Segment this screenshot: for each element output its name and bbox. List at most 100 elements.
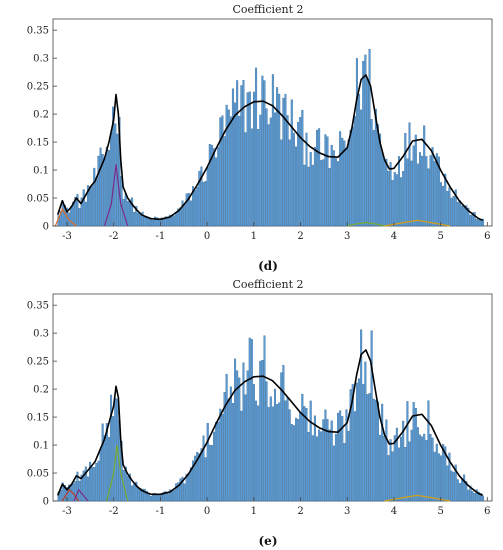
histogram-bar bbox=[76, 193, 79, 227]
histogram-bar bbox=[376, 124, 379, 227]
histogram-bar bbox=[99, 147, 102, 227]
histogram-bar bbox=[320, 160, 323, 227]
histogram-bar bbox=[358, 378, 361, 502]
histogram-bar bbox=[395, 174, 398, 227]
histogram-bar bbox=[59, 210, 62, 227]
histogram-bar bbox=[93, 466, 96, 502]
histogram-bar bbox=[141, 488, 144, 502]
histogram-bar bbox=[105, 146, 108, 227]
histogram-bar bbox=[97, 155, 100, 227]
histogram-bar bbox=[271, 406, 274, 502]
histogram-bar bbox=[440, 182, 443, 227]
histogram-bar bbox=[168, 489, 171, 502]
histogram-bar bbox=[471, 212, 474, 227]
histogram-bar bbox=[112, 416, 115, 502]
chart-panel-e: Coefficient 2 (e) -3 -2 -1 0 1 2 3 4 5 6 0 0.05 0.1 0… bbox=[27, 278, 493, 548]
histogram-bar bbox=[364, 361, 367, 502]
histogram-bar bbox=[479, 493, 482, 502]
histogram-bar bbox=[223, 392, 226, 502]
histogram-bar bbox=[189, 467, 192, 502]
histogram-bar bbox=[370, 119, 373, 227]
x-tick-label: 6 bbox=[484, 506, 490, 517]
histogram-bar bbox=[475, 219, 478, 227]
histogram-bar bbox=[418, 434, 421, 502]
histogram-bar bbox=[128, 473, 131, 502]
histogram-bar bbox=[463, 206, 466, 227]
histogram-bar bbox=[276, 404, 279, 502]
x-tick-label: 5 bbox=[437, 506, 443, 517]
histogram-bar bbox=[128, 199, 131, 227]
histogram-bar bbox=[101, 423, 104, 502]
histogram-bar bbox=[139, 214, 142, 227]
histogram-bar bbox=[461, 479, 464, 502]
histogram-bar bbox=[437, 453, 440, 502]
histogram-bar bbox=[461, 205, 464, 227]
histogram-bar bbox=[147, 494, 150, 502]
histogram-bar bbox=[402, 420, 405, 502]
histogram-bar bbox=[145, 215, 148, 227]
histogram-bar bbox=[355, 58, 358, 227]
histogram-bar bbox=[244, 132, 247, 227]
histogram-bar bbox=[248, 337, 251, 502]
histogram-bar bbox=[229, 386, 232, 502]
histogram-bar bbox=[206, 167, 209, 227]
histogram-bar bbox=[351, 126, 354, 227]
histogram-bar bbox=[158, 494, 161, 502]
histogram-bar bbox=[143, 488, 146, 502]
histogram-bar bbox=[326, 136, 329, 227]
histogram-bar bbox=[391, 451, 394, 502]
histogram-bar bbox=[173, 215, 176, 227]
histogram-bar bbox=[362, 384, 365, 502]
histogram-bar bbox=[351, 384, 354, 502]
histogram-bar bbox=[225, 374, 228, 502]
histogram-bar bbox=[429, 433, 432, 502]
histogram-bar bbox=[440, 455, 443, 502]
histogram-bar bbox=[261, 360, 264, 502]
histogram-bar bbox=[248, 91, 251, 227]
histogram-bar bbox=[238, 377, 241, 502]
histogram-bar bbox=[442, 185, 445, 227]
histogram-bar bbox=[389, 439, 392, 502]
histogram-bar bbox=[332, 150, 335, 227]
y-tick-label: 0 bbox=[43, 222, 49, 233]
histogram-bar bbox=[219, 408, 222, 502]
histogram-bar bbox=[301, 109, 304, 227]
histogram-bar bbox=[189, 200, 192, 227]
histogram-bar bbox=[431, 437, 434, 502]
histogram-bar bbox=[465, 481, 468, 502]
histogram-bar bbox=[416, 163, 419, 227]
histogram-bar bbox=[194, 190, 197, 227]
histogram-bar bbox=[259, 114, 262, 227]
histogram-bar bbox=[355, 382, 358, 502]
histogram-bar bbox=[59, 490, 62, 502]
histogram-bar bbox=[63, 485, 66, 502]
histogram-bar bbox=[158, 219, 161, 227]
histogram-bar bbox=[290, 423, 293, 502]
histogram-bar bbox=[360, 329, 363, 502]
panel-label: (e) bbox=[259, 534, 278, 548]
x-tick-label: -1 bbox=[156, 506, 166, 517]
histogram-bar bbox=[307, 166, 310, 227]
histogram-bar bbox=[126, 475, 129, 502]
histogram-bar bbox=[133, 212, 136, 227]
histogram-bar bbox=[284, 93, 287, 227]
histogram-bar bbox=[271, 74, 274, 227]
histogram-bar bbox=[295, 417, 298, 502]
histogram-bar bbox=[208, 143, 211, 227]
histogram-bar bbox=[82, 189, 85, 227]
histogram-bar bbox=[320, 431, 323, 502]
histogram-bar bbox=[379, 434, 382, 502]
histogram-bar bbox=[221, 414, 224, 502]
histogram-bar bbox=[217, 146, 220, 227]
histogram-bar bbox=[156, 495, 159, 502]
x-tick-label: 0 bbox=[204, 231, 210, 242]
histogram-bar bbox=[475, 489, 478, 502]
histogram-bar bbox=[168, 214, 171, 227]
histogram-bar bbox=[435, 153, 438, 227]
x-tick-label: 6 bbox=[484, 231, 490, 242]
histogram-bar bbox=[425, 156, 428, 227]
histogram-bar bbox=[183, 483, 186, 502]
histogram-bar bbox=[427, 168, 430, 227]
histogram-bar bbox=[379, 133, 382, 227]
histogram-bar bbox=[347, 430, 350, 502]
